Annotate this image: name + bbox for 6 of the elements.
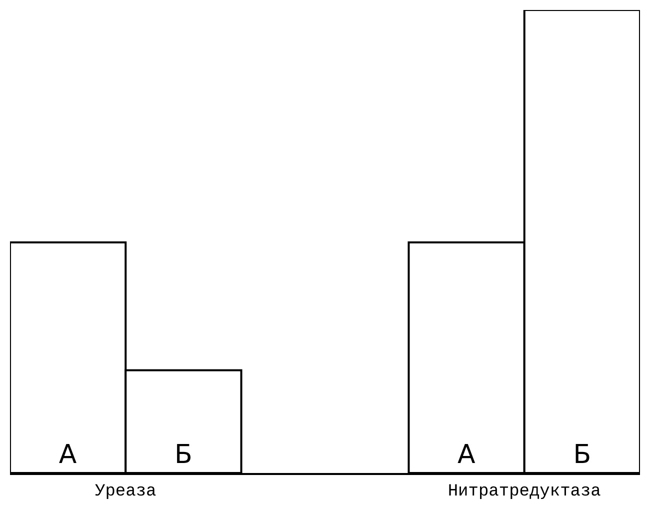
x-tick-label: Уреаза xyxy=(95,482,156,502)
series-label: А xyxy=(58,440,77,470)
text: Б xyxy=(573,440,592,470)
x-tick-label: Нитратредуктаза xyxy=(448,482,601,502)
text: А xyxy=(458,440,476,470)
series-label: Б xyxy=(174,440,192,470)
